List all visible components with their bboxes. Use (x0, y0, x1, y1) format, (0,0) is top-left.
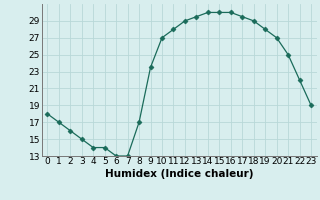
X-axis label: Humidex (Indice chaleur): Humidex (Indice chaleur) (105, 169, 253, 179)
